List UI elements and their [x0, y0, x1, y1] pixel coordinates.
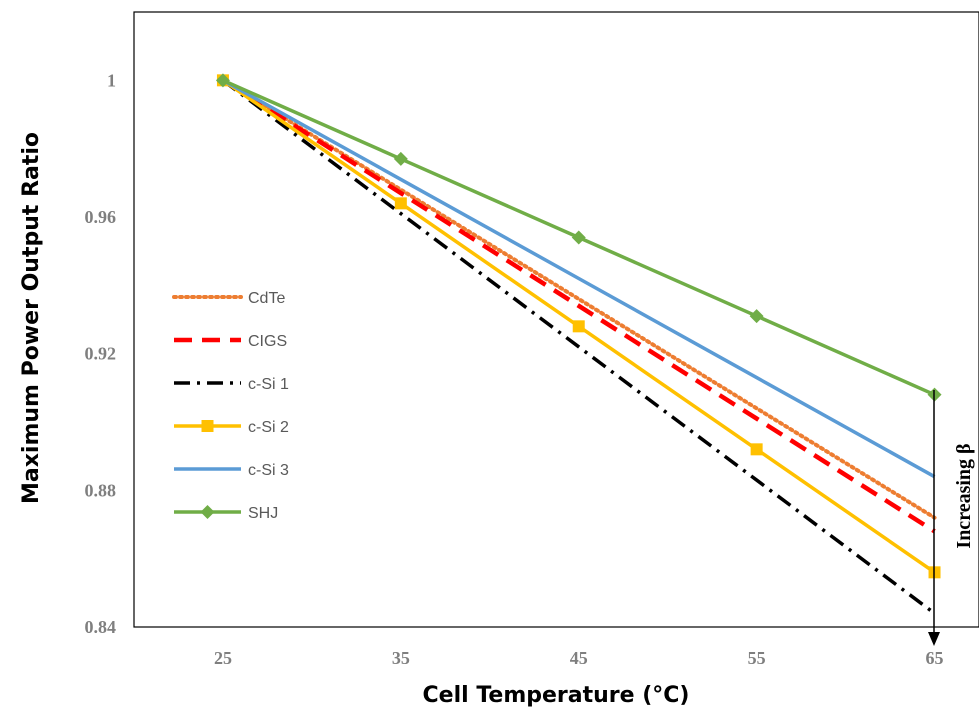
y-tick-labels: 0.84 0.88 0.92 0.96 1	[85, 70, 117, 637]
x-tick-label: 35	[392, 648, 410, 668]
series-cigs	[221, 78, 936, 534]
diamond-marker	[393, 151, 408, 166]
series-line	[220, 78, 937, 520]
series-c-si-2	[216, 74, 941, 579]
diamond-marker	[571, 230, 586, 245]
x-tick-label: 55	[748, 648, 766, 668]
x-tick-label: 45	[570, 648, 588, 668]
legend-item: c-Si 1	[174, 376, 289, 393]
legend-item: CIGS	[174, 333, 287, 350]
diamond-marker	[749, 309, 764, 324]
legend-item: c-Si 3	[174, 462, 289, 479]
x-tick-labels: 25 35 45 55 65	[214, 648, 944, 668]
series-c-si-1	[221, 78, 936, 615]
annotation-arrow-head	[928, 632, 940, 646]
legend-label: SHJ	[248, 505, 278, 522]
increasing-beta-annotation: Increasing β	[928, 390, 975, 646]
legend-label: c-Si 2	[248, 419, 289, 436]
square-marker	[394, 197, 407, 210]
x-axis-title: Cell Temperature (°C)	[423, 683, 690, 708]
y-tick-label: 0.88	[85, 480, 117, 500]
series-line	[221, 78, 936, 534]
legend: CdTe CIGS c-Si 1 c-Si 2 c-Si 3 SHJ	[172, 290, 289, 522]
x-tick-label: 65	[926, 648, 944, 668]
diamond-marker	[215, 73, 230, 88]
legend-item: SHJ	[174, 505, 278, 522]
y-tick-label: 0.92	[85, 344, 117, 364]
y-tick-label: 1	[107, 70, 116, 90]
legend-label: c-Si 3	[248, 462, 289, 479]
series-c-si-3	[222, 78, 936, 479]
y-axis-title: Maximum Power Output Ratio	[19, 132, 44, 504]
legend-label: CIGS	[248, 333, 287, 350]
legend-item: CdTe	[172, 290, 285, 307]
y-tick-label: 0.96	[85, 207, 117, 227]
x-tick-label: 25	[214, 648, 232, 668]
square-marker	[201, 420, 214, 432]
series-cdte	[220, 78, 937, 520]
series-line	[222, 78, 936, 479]
y-tick-label: 0.84	[85, 617, 117, 637]
series-line	[221, 78, 936, 615]
plot-area-border	[133, 11, 979, 628]
series-shj	[215, 73, 942, 402]
legend-label: c-Si 1	[248, 376, 289, 393]
annotation-text: Increasing β	[953, 443, 975, 548]
square-marker	[750, 443, 763, 456]
series-layer	[215, 73, 942, 615]
legend-item: c-Si 2	[174, 419, 289, 436]
legend-label: CdTe	[248, 290, 285, 307]
square-marker	[572, 320, 585, 333]
diamond-marker	[200, 505, 215, 519]
